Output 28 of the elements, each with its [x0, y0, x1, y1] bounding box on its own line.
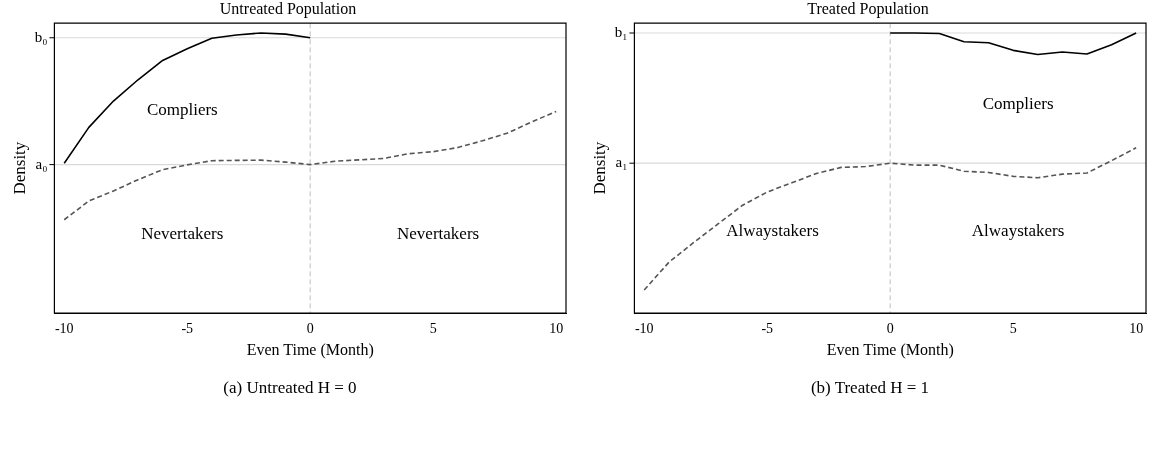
chart-title: Untreated Population — [219, 0, 357, 18]
x-tick-label: 10 — [549, 321, 564, 337]
ref-line-label: a₁ — [615, 154, 628, 171]
x-tick-label: -5 — [181, 321, 194, 337]
x-tick-label: 0 — [886, 321, 894, 337]
x-tick-label: -10 — [54, 321, 74, 337]
annotation: Alwaystakers — [971, 221, 1065, 241]
x-tick-label: 5 — [429, 321, 437, 337]
text: (a) Untreated H = 0 — [222, 378, 358, 398]
annotation: Alwaystakers — [726, 221, 819, 241]
ref-line-label: b₁ — [614, 23, 628, 40]
annotation: Nevertakers — [141, 224, 224, 244]
x-tick-label: 0 — [306, 321, 314, 337]
annotation: Compliers — [982, 93, 1054, 113]
x-axis-title: Even Time (Month) — [826, 340, 954, 359]
ref-line-label: b₀ — [34, 28, 48, 45]
x-tick-label: 5 — [1009, 321, 1017, 337]
chart-title: Treated Population — [807, 0, 929, 18]
annotation: Compliers — [146, 99, 218, 119]
x-tick-label: -10 — [634, 321, 654, 337]
ref-line-label: a₀ — [35, 155, 48, 172]
x-tick-label: 10 — [1129, 321, 1144, 337]
x-axis-title: Even Time (Month) — [246, 340, 374, 359]
y-axis-title: Density — [589, 141, 609, 195]
x-tick-label: -5 — [761, 321, 774, 337]
annotation: Nevertakers — [397, 224, 480, 244]
y-axis-title: Density — [9, 141, 29, 195]
text: (b) Treated H = 1 — [809, 378, 931, 398]
